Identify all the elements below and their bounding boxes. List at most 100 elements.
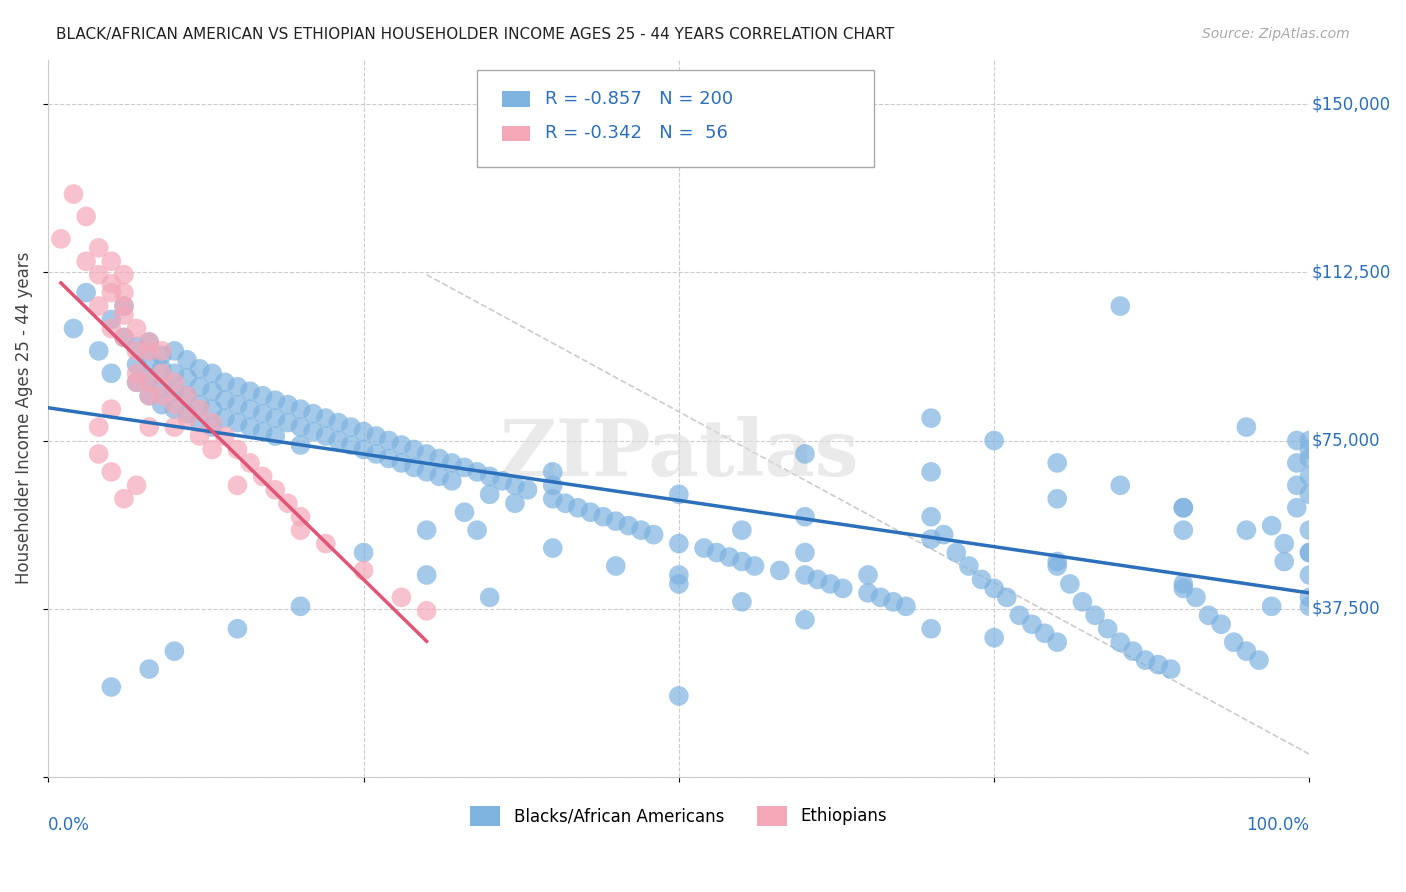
Point — [163, 420, 186, 434]
Point — [112, 308, 135, 322]
Point — [668, 689, 690, 703]
Point — [277, 496, 299, 510]
Point — [125, 376, 148, 390]
Point — [353, 442, 375, 457]
Point — [415, 568, 437, 582]
Point — [112, 299, 135, 313]
Point — [1198, 608, 1220, 623]
Point — [290, 420, 312, 434]
Point — [138, 334, 160, 349]
Point — [1160, 662, 1182, 676]
Point — [125, 376, 148, 390]
Point — [567, 500, 589, 515]
Text: $112,500: $112,500 — [1312, 263, 1392, 282]
Point — [112, 285, 135, 300]
Point — [1298, 545, 1320, 559]
Point — [794, 568, 817, 582]
Point — [100, 465, 122, 479]
Point — [366, 447, 388, 461]
Point — [1234, 523, 1257, 537]
Point — [201, 384, 224, 399]
Point — [794, 509, 817, 524]
Point — [1234, 644, 1257, 658]
Point — [112, 330, 135, 344]
Point — [176, 407, 198, 421]
Point — [62, 321, 84, 335]
Point — [252, 389, 274, 403]
Text: Source: ZipAtlas.com: Source: ZipAtlas.com — [1202, 27, 1350, 41]
Point — [668, 577, 690, 591]
Point — [1298, 469, 1320, 483]
Point — [541, 478, 564, 492]
Point — [340, 420, 363, 434]
Point — [264, 411, 287, 425]
Point — [100, 402, 122, 417]
Point — [100, 321, 122, 335]
Point — [1272, 555, 1295, 569]
Point — [264, 483, 287, 497]
Point — [1285, 500, 1308, 515]
Point — [478, 591, 501, 605]
Point — [744, 559, 766, 574]
Point — [1285, 478, 1308, 492]
Point — [138, 371, 160, 385]
Point — [239, 420, 262, 434]
Point — [1046, 456, 1069, 470]
Point — [226, 478, 249, 492]
Point — [366, 429, 388, 443]
Point — [239, 456, 262, 470]
Point — [226, 622, 249, 636]
Point — [1298, 568, 1320, 582]
Point — [315, 411, 337, 425]
Point — [176, 371, 198, 385]
Point — [1046, 559, 1069, 574]
Point — [138, 352, 160, 367]
Point — [1298, 599, 1320, 614]
Point — [100, 366, 122, 380]
Point — [49, 232, 72, 246]
Point — [415, 447, 437, 461]
Point — [465, 465, 488, 479]
Point — [440, 456, 463, 470]
Text: BLACK/AFRICAN AMERICAN VS ETHIOPIAN HOUSEHOLDER INCOME AGES 25 - 44 YEARS CORREL: BLACK/AFRICAN AMERICAN VS ETHIOPIAN HOUS… — [56, 27, 894, 42]
Point — [1285, 434, 1308, 448]
Point — [112, 491, 135, 506]
Point — [188, 380, 211, 394]
Point — [1109, 299, 1132, 313]
Point — [138, 389, 160, 403]
Point — [188, 416, 211, 430]
Point — [277, 416, 299, 430]
Point — [1260, 518, 1282, 533]
Point — [163, 366, 186, 380]
Point — [328, 434, 350, 448]
Point — [1298, 591, 1320, 605]
Point — [1260, 599, 1282, 614]
Text: $37,500: $37,500 — [1312, 599, 1381, 617]
Point — [163, 343, 186, 358]
Point — [630, 523, 652, 537]
Point — [453, 460, 475, 475]
Point — [125, 357, 148, 371]
Point — [983, 434, 1005, 448]
Point — [201, 366, 224, 380]
Point — [1285, 456, 1308, 470]
Point — [290, 523, 312, 537]
Point — [87, 420, 110, 434]
Point — [995, 591, 1018, 605]
Point — [453, 505, 475, 519]
Point — [1173, 582, 1195, 596]
Point — [201, 416, 224, 430]
Point — [138, 389, 160, 403]
Point — [302, 407, 325, 421]
Point — [188, 398, 211, 412]
Point — [541, 541, 564, 555]
FancyBboxPatch shape — [502, 91, 530, 107]
Point — [75, 285, 97, 300]
Point — [353, 545, 375, 559]
Point — [138, 343, 160, 358]
Point — [1084, 608, 1107, 623]
Text: $75,000: $75,000 — [1312, 432, 1381, 450]
Point — [1173, 523, 1195, 537]
Point — [201, 420, 224, 434]
Point — [264, 429, 287, 443]
